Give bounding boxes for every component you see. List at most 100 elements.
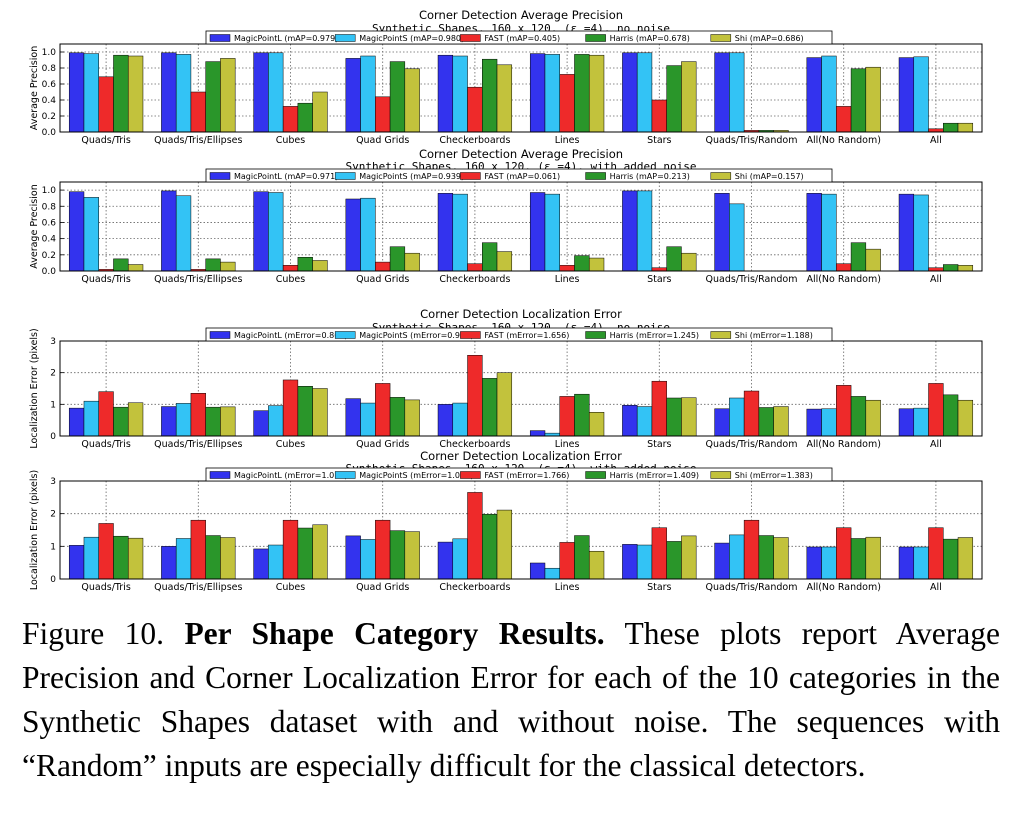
- bar-magicpointl: [437, 404, 454, 437]
- y-tick-label: 0.8: [42, 64, 57, 74]
- bar-magicpointl: [161, 52, 177, 133]
- x-tick-label: All: [930, 274, 942, 285]
- bar-harris: [482, 58, 498, 133]
- x-tick-label: Lines: [555, 274, 580, 285]
- bar-magicpoints: [913, 56, 929, 133]
- bar-magicpoints: [360, 539, 376, 580]
- x-tick-label: Checkerboards: [439, 582, 510, 593]
- bar-magicpointl: [622, 544, 638, 580]
- bar-magicpointl: [898, 193, 915, 272]
- bar-harris: [574, 255, 590, 272]
- legend-label: MagicPointL (mAP=0.979): [234, 34, 338, 43]
- x-tick-label: Stars: [647, 439, 671, 450]
- bar-magicpointl: [714, 408, 730, 437]
- legend-swatch: [334, 331, 356, 339]
- x-tick-label: Stars: [647, 582, 671, 593]
- caption-prefix: Figure 10.: [22, 616, 185, 651]
- legend-label: FAST (mError=1.656): [484, 331, 569, 340]
- bar-magicpoints: [636, 52, 653, 133]
- bar-magicpoints: [729, 52, 745, 133]
- bar-fast: [743, 519, 760, 580]
- legend-label: MagicPointL (mError=1.012): [234, 471, 348, 480]
- bar-magicpointl: [806, 408, 822, 437]
- x-tick-label: Quads/Tris: [81, 582, 130, 593]
- bar-fast: [282, 519, 299, 580]
- bar-magicpoints: [268, 405, 284, 437]
- bar-magicpoints: [175, 403, 192, 437]
- bar-shi: [865, 536, 881, 580]
- bar-fast: [282, 379, 299, 437]
- bar-magicpointl: [806, 57, 822, 133]
- bar-magicpoints: [636, 544, 653, 580]
- x-tick-label: Checkerboards: [439, 135, 510, 146]
- bar-harris: [389, 246, 406, 272]
- y-tick-label: 1: [50, 400, 56, 410]
- bar-magicpoints: [83, 197, 99, 272]
- legend-box: [205, 467, 833, 482]
- bar-magicpointl: [253, 548, 269, 580]
- y-tick-label: 2: [50, 369, 56, 379]
- bar-magicpoints: [268, 544, 284, 580]
- bar-fast: [190, 393, 206, 437]
- bar-shi: [312, 524, 328, 580]
- bar-magicpointl: [898, 408, 915, 437]
- bar-harris: [482, 514, 498, 580]
- bar-magicpoints: [360, 197, 376, 272]
- x-tick-label: Quads/Tris/Random: [706, 582, 798, 593]
- bar-shi: [865, 66, 881, 133]
- x-tick-label: All: [930, 135, 942, 146]
- legend-swatch: [710, 34, 732, 42]
- bar-shi: [681, 535, 697, 580]
- bar-fast: [467, 86, 483, 133]
- bar-harris: [113, 54, 129, 133]
- bar-magicpoints: [821, 193, 837, 272]
- legend-swatch: [585, 172, 606, 180]
- legend-label: MagicPointL (mError=0.860): [234, 331, 348, 340]
- bar-harris: [666, 65, 682, 133]
- chart-panel-4: Corner Detection Localization ErrorSynth…: [29, 449, 983, 593]
- legend-label: Shi (mAP=0.686): [735, 34, 804, 43]
- bar-harris: [482, 242, 498, 272]
- bar-shi: [496, 372, 513, 437]
- legend-label: Shi (mAP=0.157): [735, 172, 804, 181]
- bar-magicpoints: [544, 567, 560, 580]
- bar-harris: [205, 406, 221, 437]
- y-tick-label: 0: [50, 432, 56, 442]
- bar-fast: [743, 390, 760, 437]
- figure-caption: Figure 10. Per Shape Category Results. T…: [22, 612, 1000, 788]
- bar-harris: [389, 530, 406, 580]
- chart-title: Corner Detection Localization Error: [420, 449, 622, 463]
- bar-harris: [758, 535, 774, 580]
- bar-magicpoints: [544, 54, 560, 133]
- bar-fast: [559, 74, 575, 133]
- x-tick-label: Quads/Tris/Random: [706, 274, 798, 285]
- x-tick-label: Quad Grids: [356, 135, 409, 146]
- legend-swatch: [710, 471, 732, 479]
- bar-magicpointl: [68, 545, 85, 580]
- bar-harris: [850, 396, 867, 437]
- y-axis-label: Average Precision: [29, 184, 40, 268]
- bar-harris: [297, 386, 313, 437]
- y-tick-label: 0.4: [42, 235, 57, 245]
- y-tick-label: 0.2: [42, 251, 56, 261]
- y-axis-label: Localization Error (pixels): [29, 470, 40, 590]
- x-tick-label: Cubes: [276, 274, 306, 285]
- bar-magicpointl: [345, 198, 361, 272]
- bar-shi: [127, 264, 144, 272]
- bar-magicpoints: [268, 52, 284, 133]
- bar-fast: [375, 96, 391, 133]
- x-tick-label: Quads/Tris/Random: [706, 439, 798, 450]
- bar-magicpoints: [913, 194, 929, 272]
- x-tick-label: Quads/Tris: [81, 439, 130, 450]
- bar-magicpoints: [729, 534, 745, 580]
- y-tick-label: 1: [50, 542, 56, 552]
- bar-fast: [467, 263, 483, 272]
- bar-magicpointl: [345, 535, 361, 580]
- bar-shi: [404, 252, 420, 272]
- y-tick-label: 0.2: [42, 112, 56, 122]
- bar-fast: [375, 383, 391, 437]
- x-tick-label: Lines: [555, 135, 580, 146]
- bar-shi: [404, 68, 420, 133]
- legend-label: Shi (mError=1.383): [735, 471, 813, 480]
- chart-panel-3: Corner Detection Localization ErrorSynth…: [29, 307, 983, 450]
